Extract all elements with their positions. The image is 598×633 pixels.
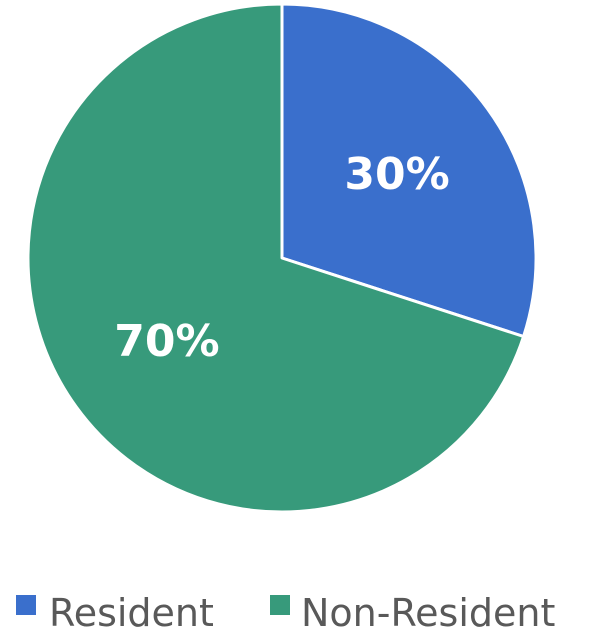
legend-swatch-resident xyxy=(16,595,36,615)
legend-swatch-non-resident xyxy=(270,595,290,615)
slice-labels: 30% 70% xyxy=(114,149,449,367)
legend: Resident Non-Resident xyxy=(16,591,555,633)
pie-slice-resident xyxy=(280,2,538,338)
pie-slices xyxy=(26,2,538,514)
legend-item-non-resident: Non-Resident xyxy=(270,591,555,633)
legend-label-resident: Resident xyxy=(49,591,214,633)
legend-item-resident: Resident xyxy=(16,591,214,633)
data-label-resident: 30% xyxy=(344,149,449,200)
data-label-non-resident: 70% xyxy=(114,316,219,367)
pie-slice-non-resident xyxy=(26,2,526,514)
legend-label-non-resident: Non-Resident xyxy=(301,591,555,633)
